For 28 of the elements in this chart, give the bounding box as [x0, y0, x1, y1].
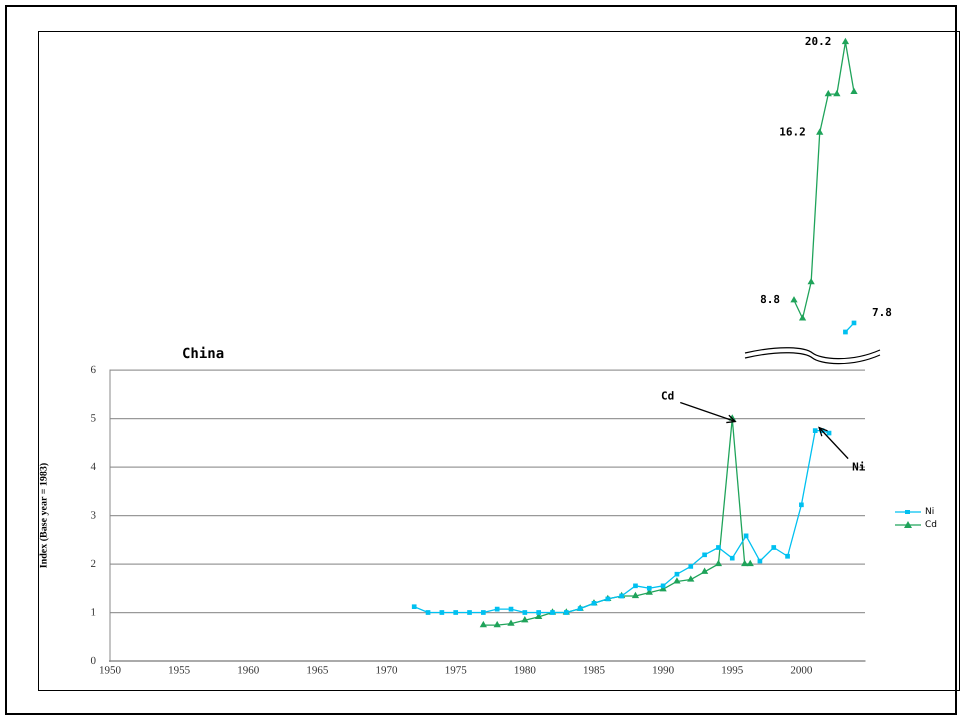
x-tick-label: 2000	[790, 664, 813, 676]
x-tick-label: 1950	[99, 664, 122, 676]
y-tick-label: 5	[90, 412, 96, 424]
x-tick-label: 1990	[652, 664, 675, 676]
y-tick-label: 6	[90, 364, 96, 376]
chart-title: China	[182, 346, 224, 362]
data-label: 7.8	[872, 306, 892, 319]
x-tick-label: 1980	[514, 664, 536, 676]
data-label: 20.2	[804, 34, 832, 48]
data-label: 16.2	[779, 125, 806, 138]
y-tick-label: 1	[90, 606, 96, 618]
y-tick-label: 3	[90, 509, 96, 522]
x-tick-label: 1955	[168, 664, 191, 676]
x-tick-label: 1975	[444, 664, 468, 676]
y-tick-label: 2	[90, 558, 96, 570]
annotation: Cd	[661, 390, 674, 402]
x-tick-label: 1960	[237, 664, 260, 676]
x-tick-label: 1965	[306, 664, 329, 676]
y-axis-title: Index (Base year = 1983)	[38, 462, 50, 568]
y-tick-label: 0	[90, 654, 96, 667]
legend-label: Cd	[925, 520, 937, 530]
x-tick-label: 1995	[721, 664, 744, 676]
legend-label: Ni	[925, 507, 934, 517]
y-tick-label: 4	[90, 460, 96, 473]
annotation: Ni	[852, 460, 866, 474]
data-label: 8.8	[760, 293, 780, 306]
x-tick-label: 1985	[582, 664, 606, 676]
x-tick-label: 1970	[376, 664, 398, 676]
